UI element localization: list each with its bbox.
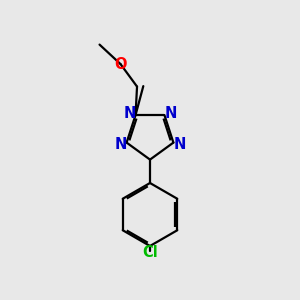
Text: N: N [114, 136, 127, 152]
Text: N: N [123, 106, 136, 121]
Text: O: O [114, 57, 127, 72]
Text: N: N [173, 136, 186, 152]
Text: Cl: Cl [142, 245, 158, 260]
Text: N: N [164, 106, 177, 121]
